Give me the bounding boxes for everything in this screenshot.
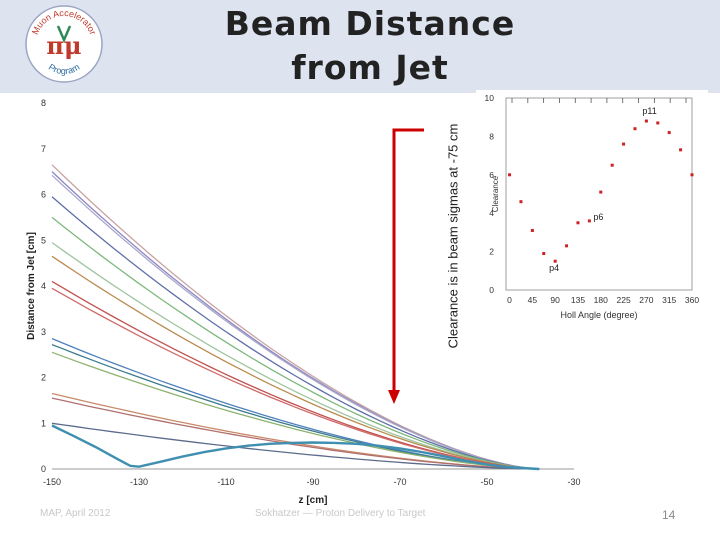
inset-point bbox=[576, 221, 580, 225]
y-tick-label: 2 bbox=[41, 373, 46, 383]
inset-point bbox=[679, 148, 683, 152]
inset-point bbox=[667, 131, 671, 135]
svg-text:Program: Program bbox=[47, 62, 81, 76]
inset-point bbox=[656, 121, 660, 125]
inset-point-label: p11 bbox=[642, 106, 656, 116]
series-line-track-closest bbox=[51, 424, 540, 471]
inset-frame bbox=[505, 97, 693, 291]
inset-point-label: p4 bbox=[549, 263, 559, 273]
page-title: Beam Distance from Jet bbox=[160, 2, 580, 90]
inset-x-axis-label: Holl Angle (degree) bbox=[560, 310, 637, 320]
inset-point bbox=[508, 173, 512, 177]
x-tick-label: -90 bbox=[306, 477, 319, 487]
footer-center: Sokhatzer — Proton Delivery to Target bbox=[255, 508, 426, 519]
clearance-vs-roll-angle-chart: p11 p6 p4 0 45 90 135 180 225 270 315 360 0 2 4 6 8 10 Ho… bbox=[476, 90, 708, 322]
inset-point bbox=[622, 142, 626, 146]
inset-point bbox=[644, 119, 648, 123]
y-tick-label: 0 bbox=[41, 464, 46, 474]
inset-y-tick-label: 0 bbox=[489, 285, 494, 295]
inset-point bbox=[542, 252, 546, 256]
inset-x-tick-label: 315 bbox=[662, 295, 676, 305]
x-tick-label: -130 bbox=[130, 477, 148, 487]
footer-left: MAP, April 2012 bbox=[40, 508, 111, 519]
x-tick-label: -110 bbox=[217, 477, 234, 487]
x-tick-label: -50 bbox=[480, 477, 493, 487]
muon-accelerator-program-logo: Muon Accelerator Program πμ bbox=[25, 5, 103, 83]
y-axis-label: Distance from Jet [cm] bbox=[26, 232, 37, 340]
inset-point bbox=[553, 259, 557, 263]
series-line-track-3 bbox=[51, 174, 540, 470]
series-line-track-7 bbox=[51, 255, 540, 470]
series-line-track-4 bbox=[51, 196, 540, 470]
series-line-track-10 bbox=[51, 337, 540, 470]
y-tick-label: 7 bbox=[41, 144, 46, 154]
y-tick-label: 4 bbox=[41, 281, 46, 291]
series-line-track-15 bbox=[51, 422, 540, 470]
series-line-track-14 bbox=[51, 397, 540, 470]
x-tick-label: -70 bbox=[393, 477, 406, 487]
x-axis-label: z [cm] bbox=[299, 495, 328, 506]
inset-y-tick-label: 2 bbox=[489, 247, 494, 257]
y-tick-label: 8 bbox=[41, 98, 46, 108]
clearance-note: Clearance is in beam sigmas at -75 cm bbox=[443, 93, 463, 378]
y-tick-label: 1 bbox=[41, 418, 46, 428]
logo-symbols: πμ bbox=[46, 31, 81, 60]
series-line-track-5 bbox=[51, 216, 540, 470]
inset-point bbox=[587, 219, 591, 223]
inset-y-tick-label: 4 bbox=[489, 208, 494, 218]
inset-x-tick-label: 45 bbox=[528, 295, 538, 305]
inset-x-tick-label: 135 bbox=[571, 295, 585, 305]
inset-point bbox=[599, 190, 603, 194]
page-number: 14 bbox=[662, 508, 676, 522]
inset-point bbox=[633, 127, 637, 131]
series-line-track-12 bbox=[51, 351, 540, 470]
inset-y-tick-label: 6 bbox=[489, 170, 494, 180]
inset-point bbox=[565, 244, 569, 248]
callout-arrow bbox=[388, 128, 424, 404]
inset-x-tick-label: 0 bbox=[507, 295, 512, 305]
inset-y-tick-label: 10 bbox=[485, 93, 495, 103]
series-line-track-8 bbox=[51, 280, 540, 470]
inset-x-tick-label: 225 bbox=[616, 295, 630, 305]
clearance-note-text: Clearance is in beam sigmas at -75 cm bbox=[445, 123, 461, 348]
series-line-track-6 bbox=[51, 241, 540, 470]
inset-x-tick-label: 90 bbox=[550, 295, 560, 305]
inset-point-label: p6 bbox=[593, 212, 603, 222]
y-tick-label: 6 bbox=[41, 190, 46, 200]
y-tick-label: 3 bbox=[41, 327, 46, 337]
inset-point bbox=[610, 163, 614, 167]
inset-y-tick-label: 8 bbox=[489, 131, 494, 141]
inset-point bbox=[530, 228, 534, 232]
inset-point bbox=[519, 200, 523, 204]
inset-x-tick-label: 180 bbox=[594, 295, 608, 305]
inset-y-axis-label: Clearance bbox=[491, 175, 500, 212]
series-line-track-9 bbox=[51, 287, 540, 470]
header-band bbox=[0, 0, 720, 93]
page-title-line1: Beam Distance bbox=[224, 4, 516, 43]
inset-x-tick-label: 270 bbox=[639, 295, 653, 305]
inset-point bbox=[690, 173, 694, 177]
y-tick-label: 5 bbox=[41, 235, 46, 245]
inset-x-tick-label: 360 bbox=[685, 295, 699, 305]
series-line-track-1 bbox=[51, 164, 540, 470]
page-title-line2: from Jet bbox=[291, 48, 449, 87]
logo-bottom-text: Program bbox=[47, 62, 81, 76]
x-tick-label: -150 bbox=[43, 477, 61, 487]
x-tick-label: -30 bbox=[567, 477, 580, 487]
